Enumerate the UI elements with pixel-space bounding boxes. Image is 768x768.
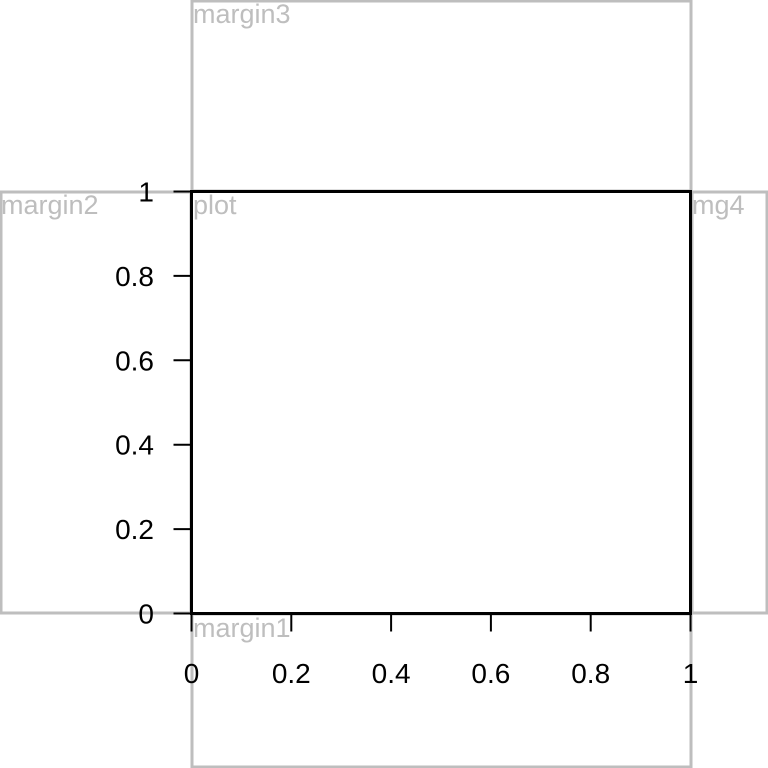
x-tick-label: 1: [683, 658, 699, 689]
plot-label: plot: [193, 190, 237, 220]
margin2-region: [0, 190, 193, 615]
y-tick-label: 1: [138, 177, 154, 208]
y-tick-label: 0: [138, 599, 154, 630]
x-tick-label: 0.6: [471, 658, 510, 689]
y-tick-label: 0.4: [115, 430, 154, 461]
x-tick-label: 0.4: [372, 658, 411, 689]
x-tick-label: 0.8: [571, 658, 610, 689]
margin3-region: [190, 0, 693, 193]
margin4-label: mg4: [692, 190, 745, 220]
x-tick-label: 0: [184, 658, 200, 689]
y-tick-label: 0.6: [115, 345, 154, 376]
y-tick-label: 0.8: [115, 261, 154, 292]
x-axis: 0 0.2 0.4 0.6 0.8 1: [184, 613, 699, 689]
margin3-label: margin3: [193, 0, 291, 29]
y-axis: 0 0.2 0.4 0.6 0.8 1: [115, 177, 192, 630]
margin4-region: [690, 190, 768, 615]
margin1-label: margin1: [193, 613, 291, 643]
margin2-label: margin2: [1, 190, 99, 220]
x-tick-label: 0.2: [272, 658, 311, 689]
plot-frame: [190, 190, 692, 615]
y-tick-label: 0.2: [115, 514, 154, 545]
